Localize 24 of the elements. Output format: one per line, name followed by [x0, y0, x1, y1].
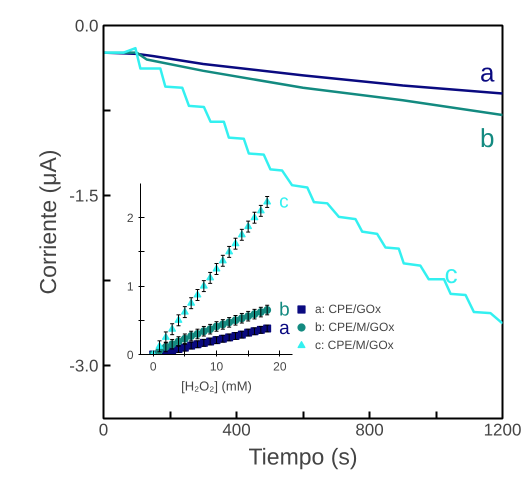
- annotation: b: [480, 122, 495, 153]
- x-axis-title: [H₂O₂] (mM): [181, 378, 252, 394]
- legend-label: b: CPE/M/GOx: [315, 320, 394, 334]
- y-tick-label: -3.0: [69, 356, 99, 376]
- x-axis-title: Tiempo (s): [248, 444, 358, 470]
- y-tick-label: 0: [126, 348, 134, 362]
- annotation: c: [444, 259, 458, 290]
- y-tick-label: -1.5: [69, 186, 99, 206]
- annotation: a: [480, 57, 496, 88]
- legend-label: a: CPE/GOx: [315, 302, 382, 316]
- annotation: a: [279, 318, 290, 340]
- y-tick-label: 2: [126, 211, 134, 226]
- annotation: c: [279, 191, 289, 212]
- x-tick-label: 10: [210, 360, 224, 374]
- annotation: b: [279, 300, 290, 321]
- x-tick-label: 20: [273, 360, 287, 374]
- y-tick-label: 1: [126, 280, 134, 294]
- x-tick-label: 800: [355, 420, 384, 440]
- x-tick-label: 1200: [484, 420, 522, 440]
- x-tick-label: 0: [150, 360, 157, 374]
- y-tick-label: 0.0: [74, 16, 99, 36]
- y-axis-title: Corriente (μA): [35, 150, 62, 294]
- legend-label: c: CPE/M/GOx: [315, 338, 394, 352]
- x-tick-label: 400: [222, 420, 251, 440]
